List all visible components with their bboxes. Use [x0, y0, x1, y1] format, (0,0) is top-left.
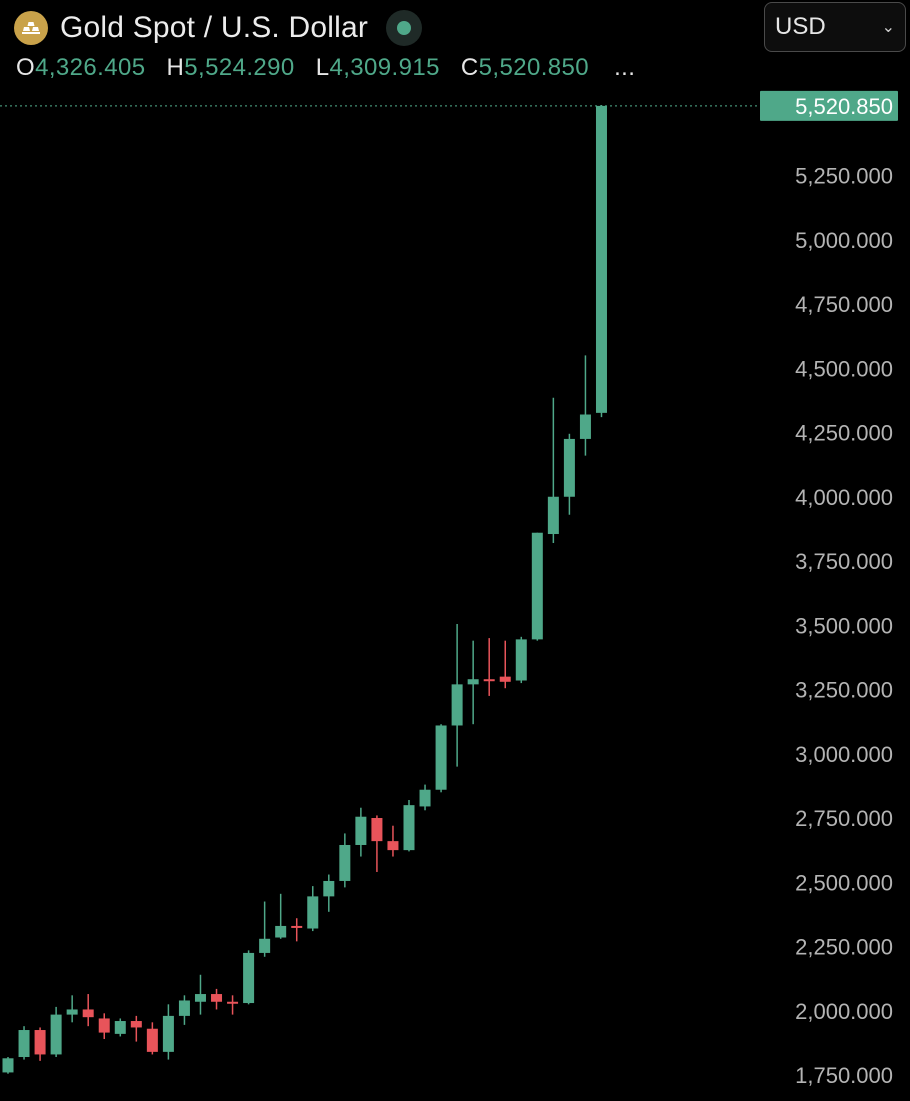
y-axis-tick-label: 5,250.000 [795, 164, 893, 189]
candle-body [547, 496, 559, 535]
market-status-dot-icon [397, 21, 412, 35]
candle-body [162, 1015, 174, 1052]
low-label: L [315, 54, 330, 81]
candle-body [355, 816, 367, 845]
candle-body [515, 639, 527, 681]
y-axis-tick-label: 4,000.000 [795, 485, 893, 510]
candle-body [146, 1028, 158, 1052]
y-axis-tick-label: 4,500.000 [795, 356, 893, 381]
y-axis-tick-label: 3,500.000 [795, 613, 893, 638]
y-axis-tick-label: 2,750.000 [795, 806, 893, 831]
candle-body [82, 1009, 94, 1018]
symbol-header: Gold Spot / U.S. Dollar [14, 8, 423, 48]
y-axis-tick-label: 3,250.000 [795, 678, 893, 703]
candle-body [595, 105, 607, 413]
candle-body [291, 925, 303, 928]
candle-body [371, 818, 383, 842]
candle-body [130, 1021, 142, 1028]
candle-body [403, 805, 415, 851]
candle-body [243, 952, 255, 1004]
ohlc-legend: O4,326.405 H5,524.290 L4,309.915 C5,520.… [16, 54, 635, 82]
candle-body [419, 789, 431, 807]
candle-body [50, 1014, 62, 1055]
gold-bars-icon [14, 11, 48, 45]
y-axis-tick-label: 3,750.000 [795, 549, 893, 574]
y-axis-tick-label: 2,500.000 [795, 870, 893, 895]
y-axis-tick-label: 3,000.000 [795, 742, 893, 767]
high-label: H [166, 54, 185, 81]
candle-body [275, 925, 287, 938]
candle-body [66, 1009, 78, 1015]
y-axis-tick-label: 4,250.000 [795, 421, 893, 446]
candle-body [307, 896, 319, 929]
more-button[interactable]: ... [614, 54, 636, 81]
close-label: C [460, 54, 479, 81]
last-price-badge [760, 90, 898, 121]
symbol-title: Gold Spot / U.S. Dollar [60, 11, 369, 44]
candle-body [178, 1000, 190, 1016]
candle-body [483, 679, 495, 682]
candle-body [259, 938, 271, 953]
currency-select[interactable]: USD ⌄ [764, 2, 906, 52]
y-axis-tick-label: 4,750.000 [795, 292, 893, 317]
close-value: 5,520.850 [478, 54, 590, 81]
y-axis-tick-label: 2,250.000 [795, 935, 893, 960]
candle-body [194, 994, 206, 1002]
candle-body [531, 532, 543, 640]
candle-body [211, 994, 223, 1002]
candle-body [98, 1018, 110, 1033]
candle-body [114, 1021, 126, 1034]
candle-body [34, 1030, 46, 1055]
chevron-down-icon: ⌄ [881, 19, 895, 36]
low-value: 4,309.915 [329, 54, 440, 81]
candle-body [387, 841, 399, 851]
last-price-label: 5,520.850 [795, 94, 893, 119]
open-label: O [16, 54, 36, 81]
candle-body [227, 1001, 239, 1004]
y-axis-tick-label: 2,000.000 [795, 999, 893, 1024]
candle-body [18, 1030, 30, 1058]
open-value: 4,326.405 [35, 54, 146, 81]
candle-body [435, 725, 447, 790]
candle-body [563, 438, 575, 497]
candle-body [579, 414, 591, 439]
candle-body [339, 844, 351, 881]
high-value: 5,524.290 [184, 54, 295, 81]
candle-body [499, 676, 511, 682]
currency-selected-value: USD [775, 13, 826, 40]
candle-body [467, 679, 479, 685]
candle-body [2, 1058, 14, 1073]
candle-body [323, 880, 335, 897]
market-status-indicator[interactable] [386, 10, 423, 46]
candle-body [451, 684, 463, 726]
y-axis-tick-label: 5,000.000 [795, 228, 893, 253]
y-axis-tick-label: 1,750.000 [795, 1063, 893, 1088]
